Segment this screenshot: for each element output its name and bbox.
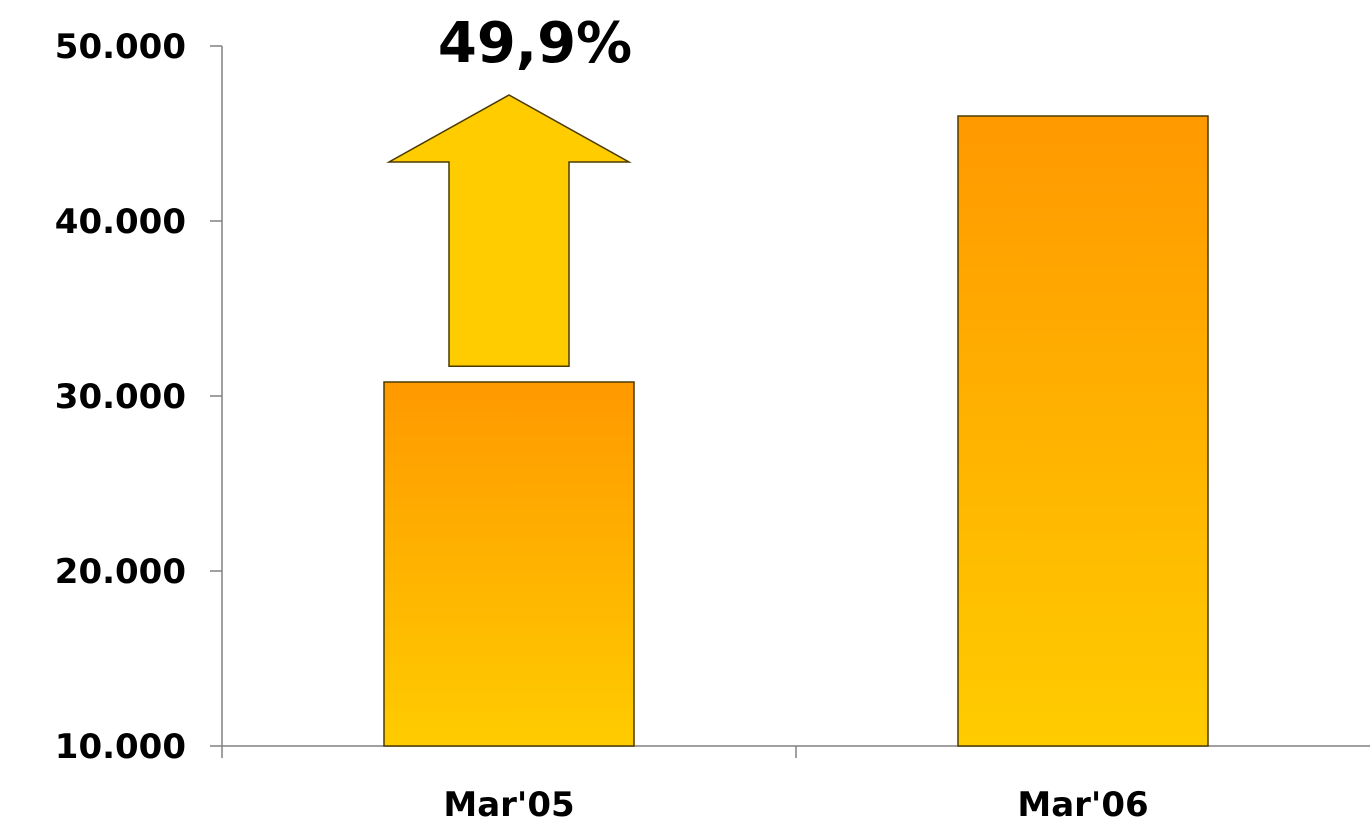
y-tick-label: 40.000 xyxy=(55,202,186,242)
x-category-label: Mar'06 xyxy=(1017,785,1148,824)
up-arrow-icon xyxy=(386,94,632,367)
annotations-group: 49,9% xyxy=(386,11,632,367)
y-tick-label: 50.000 xyxy=(55,27,186,67)
bar-mar-06 xyxy=(957,115,1209,747)
growth-annotation-label: 49,9% xyxy=(438,11,632,76)
y-tick-label: 20.000 xyxy=(55,552,186,592)
y-tick-label: 30.000 xyxy=(55,377,186,417)
y-tick-label: 10.000 xyxy=(55,727,186,767)
axes: 10.000 20.000 30.000 40.000 50.000 xyxy=(55,27,1370,767)
bar-mar-05 xyxy=(383,381,635,747)
x-category-label: Mar'05 xyxy=(443,785,574,824)
bars-group: Mar'05 Mar'06 xyxy=(383,115,1209,824)
